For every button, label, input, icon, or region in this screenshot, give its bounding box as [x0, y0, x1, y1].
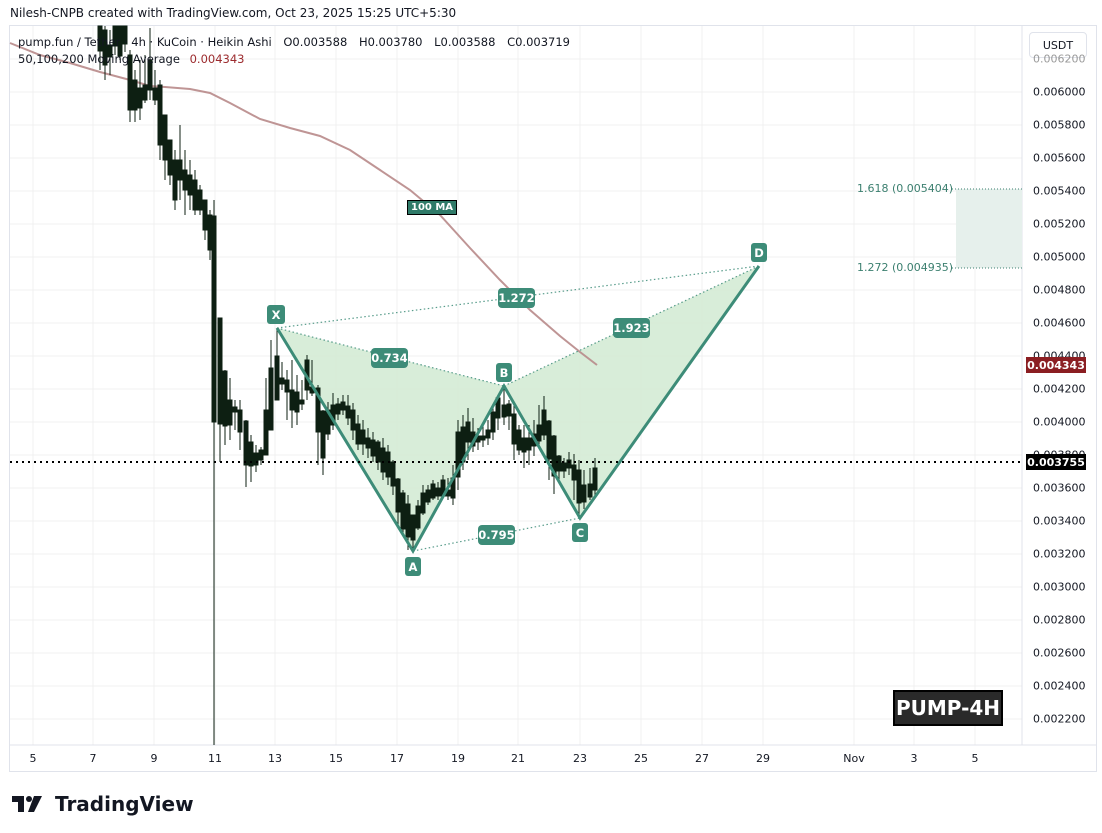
- y-tick: 0.003200: [1033, 547, 1086, 561]
- x-tick: 3: [910, 752, 918, 765]
- ohlc-close: C0.003719: [507, 35, 570, 49]
- ratio-xb-label: 0.734: [371, 348, 408, 368]
- x-tick: 19: [451, 752, 465, 765]
- chart-legend: pump.fun / Tether · 4h · KuCoin · Heikin…: [18, 34, 570, 68]
- x-tick: 9: [150, 752, 158, 765]
- ratio-bd-label: 1.923: [613, 318, 650, 338]
- pattern-bcd-fill: [504, 266, 759, 518]
- point-c-label[interactable]: C: [572, 523, 588, 542]
- ohlc-open: O0.003588: [283, 35, 348, 49]
- ratio-ac-label: 0.795: [478, 525, 515, 545]
- x-tick: 15: [329, 752, 343, 765]
- y-tick: 0.002200: [1033, 712, 1086, 726]
- x-tick: 27: [695, 752, 709, 765]
- x-tick: 29: [756, 752, 770, 765]
- attribution-text: Nilesh-CNPB created with TradingView.com…: [10, 6, 457, 20]
- y-tick: 0.005200: [1033, 217, 1086, 231]
- x-tick: 25: [634, 752, 648, 765]
- ma-100-annotation: 100 MA: [407, 200, 458, 215]
- ma-indicator-label[interactable]: 50,100,200 Moving Average: [18, 52, 180, 66]
- fib-target-zone: [956, 189, 1022, 268]
- currency-button[interactable]: USDT: [1029, 32, 1087, 58]
- tradingview-logo-icon: [12, 796, 42, 812]
- y-tick: 0.004600: [1033, 316, 1086, 330]
- ohlc-high: H0.003780: [358, 35, 423, 49]
- y-tick: 0.002800: [1033, 613, 1086, 627]
- x-tick: 5: [971, 752, 979, 765]
- x-tick: 11: [208, 752, 222, 765]
- symbol-description[interactable]: pump.fun / Tether · 4h · KuCoin · Heikin…: [18, 35, 272, 49]
- y-tick: 0.002600: [1033, 646, 1086, 660]
- x-tick: 23: [573, 752, 587, 765]
- point-d-label[interactable]: D: [751, 243, 767, 262]
- y-tick: 0.005600: [1033, 151, 1086, 165]
- y-tick: 0.006200: [1033, 52, 1086, 66]
- pattern-xab-fill: [277, 328, 504, 551]
- ohlc-low: L0.003588: [434, 35, 496, 49]
- y-tick: 0.004800: [1033, 283, 1086, 297]
- fib-1618-label: 1.618 (0.005404): [857, 182, 954, 195]
- tradingview-logo-text: TradingView: [55, 792, 194, 816]
- tradingview-logo[interactable]: TradingView: [12, 792, 194, 816]
- y-tick: 0.003400: [1033, 514, 1086, 528]
- symbol-watermark: PUMP-4H: [893, 690, 1003, 726]
- ma-price-tag: 0.004343: [1026, 357, 1086, 373]
- x-tick: 17: [390, 752, 404, 765]
- y-tick: 0.006000: [1033, 85, 1086, 99]
- point-x-label[interactable]: X: [267, 305, 285, 324]
- x-tick: 7: [89, 752, 97, 765]
- point-b-label[interactable]: B: [496, 363, 512, 382]
- ma-100-line: [9, 42, 598, 366]
- x-tick: 5: [29, 752, 37, 765]
- x-tick: 21: [511, 752, 525, 765]
- last-price-tag: 0.003755: [1026, 454, 1086, 470]
- y-tick: 0.004200: [1033, 382, 1086, 396]
- fib-1272-label: 1.272 (0.004935): [857, 261, 954, 274]
- y-tick: 0.005400: [1033, 184, 1086, 198]
- ratio-xd-label: 1.272: [498, 288, 535, 308]
- y-tick: 0.003000: [1033, 580, 1086, 594]
- x-tick: Nov: [843, 752, 865, 765]
- y-tick: 0.003600: [1033, 481, 1086, 495]
- point-a-label[interactable]: A: [405, 557, 421, 576]
- y-tick: 0.004000: [1033, 415, 1086, 429]
- y-tick: 0.005000: [1033, 250, 1086, 264]
- y-tick: 0.002400: [1033, 679, 1086, 693]
- ma-indicator-value: 0.004343: [189, 52, 245, 66]
- y-tick: 0.005800: [1033, 118, 1086, 132]
- x-tick: 13: [268, 752, 282, 765]
